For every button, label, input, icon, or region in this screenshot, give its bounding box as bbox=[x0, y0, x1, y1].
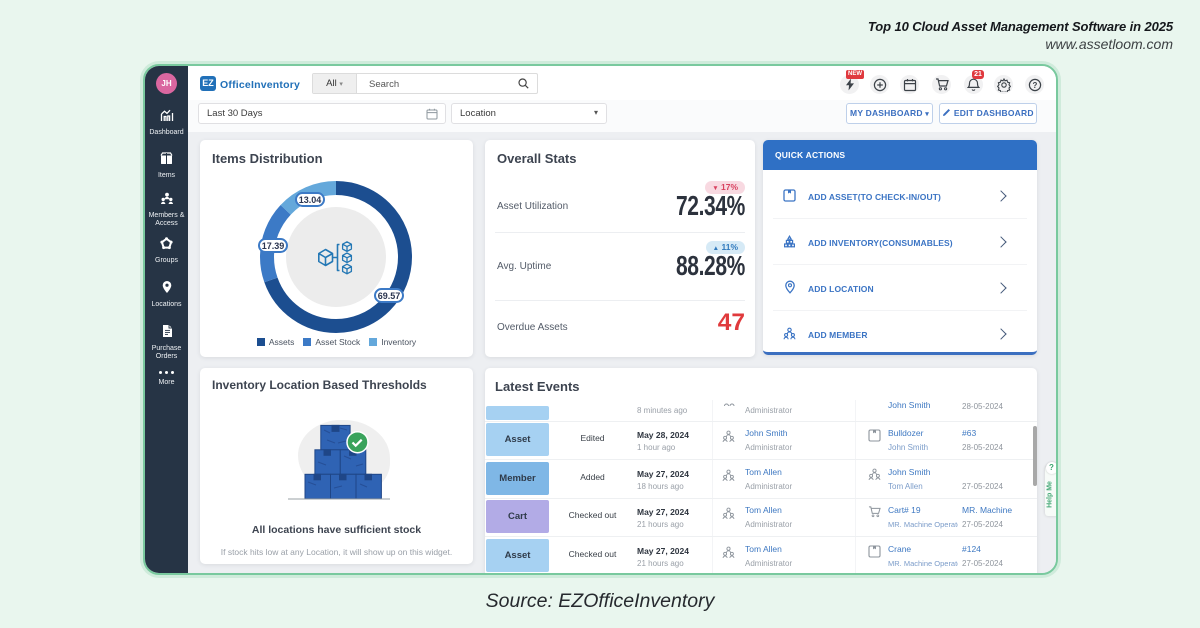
svg-text:?: ? bbox=[1032, 80, 1037, 89]
